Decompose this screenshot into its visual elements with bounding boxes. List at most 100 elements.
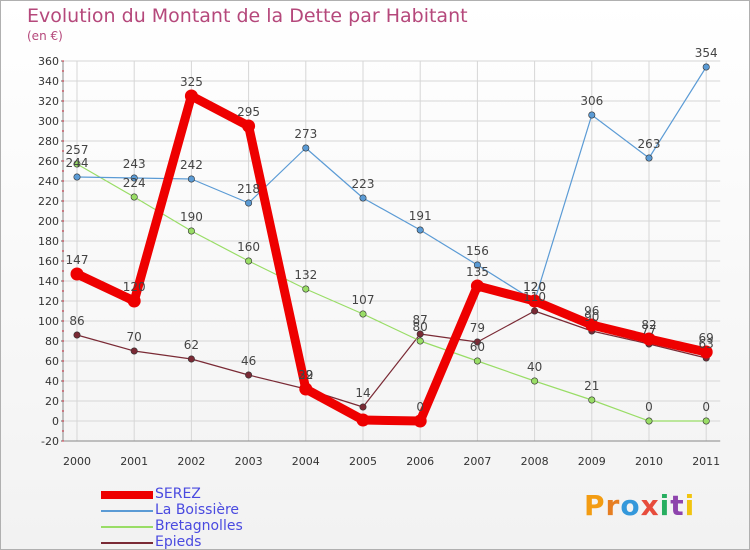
- y-tick-label: 80: [45, 335, 59, 348]
- data-label: 96: [584, 304, 599, 318]
- data-label: 263: [638, 137, 661, 151]
- x-tick-label: 2011: [692, 455, 720, 468]
- data-label: 110: [523, 290, 546, 304]
- y-tick-label: 60: [45, 355, 59, 368]
- series-point: [416, 226, 424, 234]
- x-tick-label: 2003: [235, 455, 263, 468]
- chart-title: Evolution du Montant de la Dette par Hab…: [27, 5, 468, 27]
- series-point: [413, 414, 427, 428]
- data-label: 70: [127, 330, 142, 344]
- series-point: [73, 160, 81, 168]
- data-label: 191: [409, 209, 432, 223]
- series-point: [130, 347, 138, 355]
- series-point: [359, 403, 367, 411]
- data-label: 295: [237, 105, 260, 119]
- data-label: 223: [352, 177, 375, 191]
- series-line-la-boissi-re: [76, 66, 707, 302]
- y-tick-label: 160: [38, 255, 59, 268]
- series-point: [470, 279, 484, 293]
- legend-label: La Boissière: [155, 502, 240, 518]
- y-tick-label: 220: [38, 195, 59, 208]
- data-label: 135: [466, 265, 489, 279]
- logo-letter: t: [670, 489, 685, 522]
- series-point: [702, 417, 710, 425]
- data-label: 87: [413, 313, 428, 327]
- y-tick-label: 20: [45, 395, 59, 408]
- data-label: 80: [413, 320, 428, 334]
- data-label: 147: [66, 253, 89, 267]
- series-point: [645, 417, 653, 425]
- y-tick-label: 280: [38, 135, 59, 148]
- series-point: [588, 396, 596, 404]
- data-label: 63: [699, 337, 714, 351]
- data-label: 86: [69, 314, 84, 328]
- legend-label: SEREZ: [155, 486, 201, 502]
- data-label: 224: [123, 176, 146, 190]
- data-label: 40: [527, 360, 542, 374]
- series-point: [359, 310, 367, 318]
- x-tick-label: 2005: [349, 455, 377, 468]
- series-point: [245, 199, 253, 207]
- series-point: [356, 413, 370, 427]
- data-label: 0: [416, 400, 424, 414]
- grid: [63, 60, 721, 442]
- series-point: [302, 285, 310, 293]
- series-point: [702, 63, 710, 71]
- y-tick-label: 0: [52, 415, 59, 428]
- series-point: [187, 355, 195, 363]
- y-tick-label: 360: [38, 55, 59, 68]
- legend-swatch: [101, 491, 153, 499]
- y-tick-label: 140: [38, 275, 59, 288]
- series-point: [187, 175, 195, 183]
- data-label: 273: [294, 127, 317, 141]
- y-tick-label: -20: [41, 435, 59, 448]
- y-tick-label: 40: [45, 375, 59, 388]
- series-point: [473, 261, 481, 269]
- series-point: [642, 332, 656, 346]
- data-label: 77: [641, 323, 656, 337]
- series-point: [127, 294, 141, 308]
- data-label: 62: [184, 338, 199, 352]
- data-label: 160: [237, 240, 260, 254]
- x-tick-label: 2009: [578, 455, 606, 468]
- series-point: [187, 227, 195, 235]
- axes: -200204060801001201401601802002202402602…: [38, 55, 721, 468]
- legend-swatch: [101, 526, 153, 528]
- series-point: [70, 267, 84, 281]
- series-point: [302, 144, 310, 152]
- y-tick-label: 340: [38, 75, 59, 88]
- data-label: 257: [66, 143, 89, 157]
- series-point: [242, 119, 256, 133]
- chart-subtitle: (en €): [27, 29, 63, 43]
- y-tick-label: 300: [38, 115, 59, 128]
- legend-swatch: [101, 510, 153, 512]
- x-tick-label: 2001: [120, 455, 148, 468]
- data-label: 0: [645, 400, 653, 414]
- data-label: 32: [298, 368, 313, 382]
- logo-letter: o: [620, 489, 641, 522]
- series-point: [130, 193, 138, 201]
- series-point: [531, 307, 539, 315]
- logo-letter: i: [659, 489, 671, 522]
- series-point: [528, 294, 542, 308]
- series-point: [299, 382, 313, 396]
- y-tick-label: 100: [38, 315, 59, 328]
- proxiti-logo: Proxiti: [584, 489, 695, 522]
- data-label: 0: [702, 400, 710, 414]
- series-point: [359, 194, 367, 202]
- x-tick-label: 2004: [292, 455, 320, 468]
- logo-letter: P: [584, 489, 606, 522]
- x-tick-label: 2006: [406, 455, 434, 468]
- data-label: 156: [466, 244, 489, 258]
- data-label: 69: [699, 331, 714, 345]
- series-line-serez: [72, 91, 711, 426]
- data-label: 243: [123, 157, 146, 171]
- y-tick-label: 240: [38, 175, 59, 188]
- logo-letter: r: [605, 489, 621, 522]
- data-label: 306: [580, 94, 603, 108]
- data-labels: 147 120 325 295 32 0 135 120 96 82 69 244 243 242 218 2…: [66, 46, 718, 414]
- x-tick-label: 2007: [463, 455, 491, 468]
- legend-label: Epieds: [155, 534, 202, 550]
- data-label: 46: [241, 354, 256, 368]
